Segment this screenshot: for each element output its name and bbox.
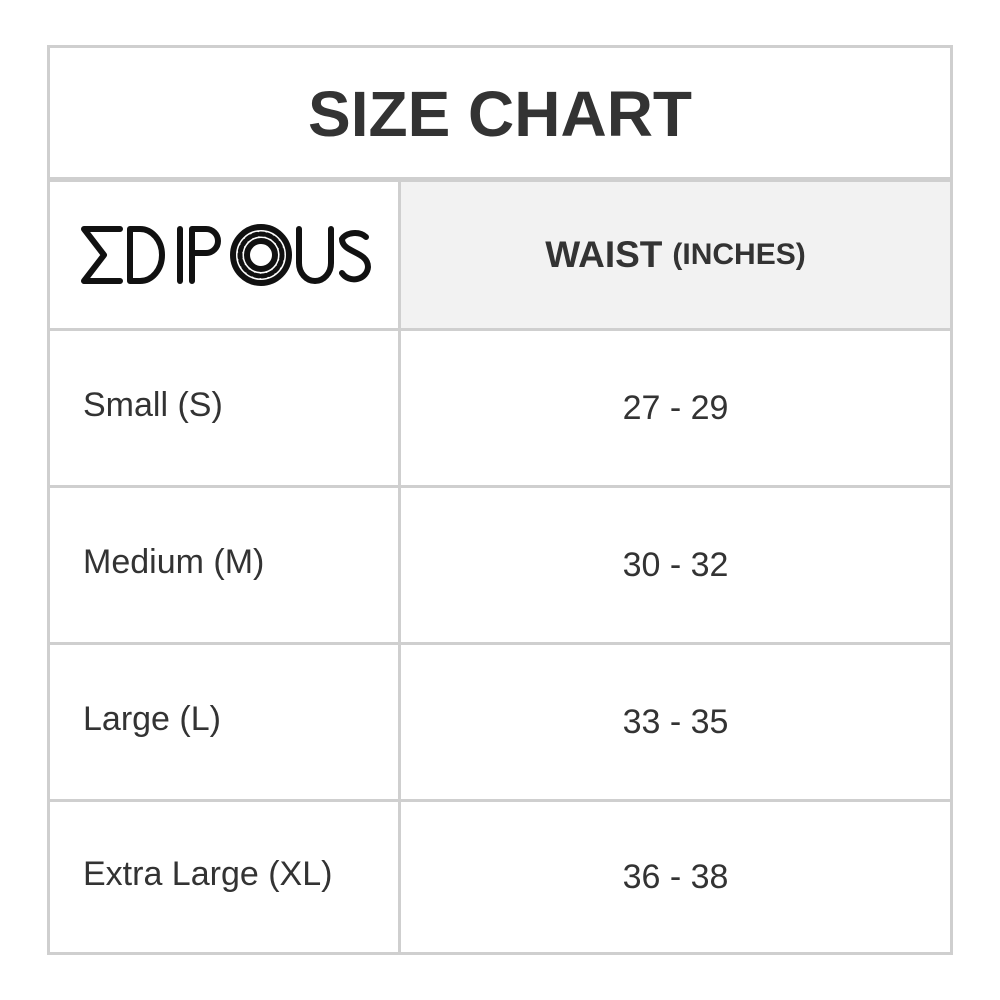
size-label: Large (L) xyxy=(83,699,221,738)
divider xyxy=(50,642,950,645)
waist-value: 33 - 35 xyxy=(622,702,729,741)
divider xyxy=(50,485,950,488)
divider xyxy=(50,799,950,802)
size-label: Medium (M) xyxy=(83,542,265,581)
size-chart-table: SIZE CHART WAIST (INCHES) Small (S) 27 -… xyxy=(47,45,953,955)
divider xyxy=(50,328,950,331)
waist-value: 27 - 29 xyxy=(622,388,729,427)
size-label: Small (S) xyxy=(83,385,223,424)
edipous-logo xyxy=(81,224,371,286)
column-divider xyxy=(398,182,401,952)
header-unit: (INCHES) xyxy=(672,238,806,271)
waist-value: 30 - 32 xyxy=(622,545,729,584)
header-measure: WAIST xyxy=(545,234,663,275)
brand-logo xyxy=(50,182,398,328)
waist-column-header: WAIST (INCHES) xyxy=(401,182,950,328)
size-label: Extra Large (XL) xyxy=(83,854,333,893)
divider xyxy=(50,177,950,182)
waist-value: 36 - 38 xyxy=(622,857,729,896)
page-title: SIZE CHART xyxy=(308,77,692,150)
